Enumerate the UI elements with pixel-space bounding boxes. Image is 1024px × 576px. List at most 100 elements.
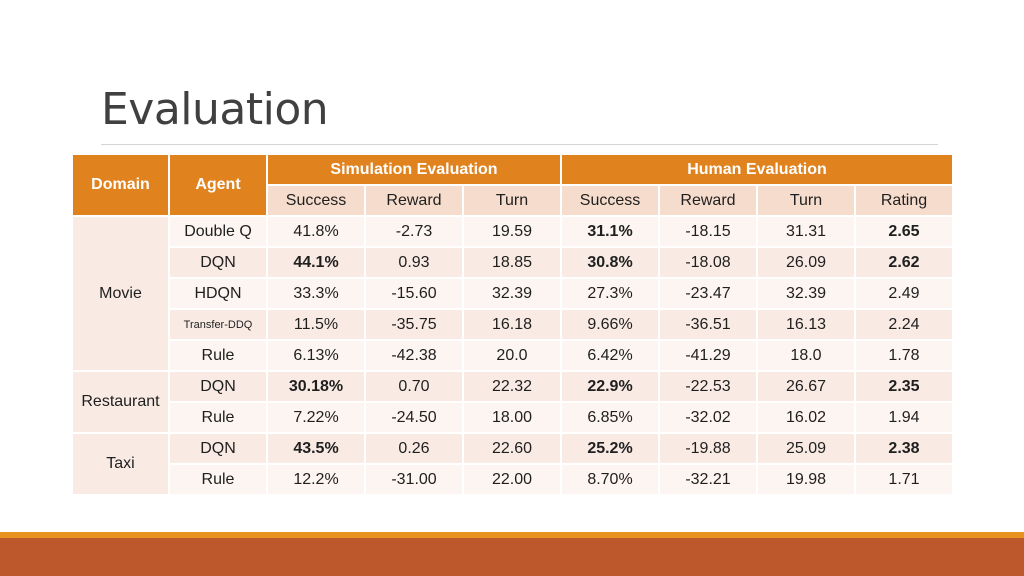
table-cell: 9.66% — [560, 308, 660, 341]
table-cell: 19.98 — [756, 463, 856, 496]
table-cell: -35.75 — [364, 308, 464, 341]
agent-cell: Rule — [168, 401, 268, 434]
header-human-evaluation: Human Evaluation — [560, 153, 954, 186]
table-cell: 2.38 — [854, 432, 954, 465]
domain-cell-restaurant: Restaurant — [71, 370, 170, 434]
table-cell: 33.3% — [266, 277, 366, 310]
table-cell: 8.70% — [560, 463, 660, 496]
table-cell: 32.39 — [462, 277, 562, 310]
table-cell: 18.0 — [756, 339, 856, 372]
table-row: Movie Double Q 41.8% -2.73 19.59 31.1% -… — [71, 215, 954, 372]
table-cell: 44.1% — [266, 246, 366, 279]
table-cell: 11.5% — [266, 308, 366, 341]
table-cell: 0.26 — [364, 432, 464, 465]
table-cell: 30.8% — [560, 246, 660, 279]
table-cell: 22.00 — [462, 463, 562, 496]
domain-cell-movie: Movie — [71, 215, 170, 372]
table-cell: -36.51 — [658, 308, 758, 341]
table-cell: 2.65 — [854, 215, 954, 248]
table-cell: -41.29 — [658, 339, 758, 372]
table-cell: 19.59 — [462, 215, 562, 248]
subheader-human-rating: Rating — [854, 184, 954, 217]
agent-cell: DQN — [168, 432, 268, 465]
table-cell: 32.39 — [756, 277, 856, 310]
table-cell: 7.22% — [266, 401, 366, 434]
table-cell: 6.42% — [560, 339, 660, 372]
evaluation-table: Domain Agent Simulation Evaluation Human… — [71, 153, 954, 496]
table-cell: -23.47 — [658, 277, 758, 310]
table-row: Rule 6.13% -42.38 20.0 6.42% -41.29 18.0… — [72, 339, 954, 372]
table-row: Transfer-DDQ 11.5% -35.75 16.18 9.66% -3… — [72, 308, 954, 341]
subheader-human-turn: Turn — [756, 184, 856, 217]
table-cell: 18.85 — [462, 246, 562, 279]
table-cell: 31.31 — [756, 215, 856, 248]
table-cell: 43.5% — [266, 432, 366, 465]
subheader-human-reward: Reward — [658, 184, 758, 217]
table-row: Restaurant DQN 30.18% 0.70 22.32 22.9% -… — [71, 370, 954, 434]
table-cell: 1.71 — [854, 463, 954, 496]
table-cell: 16.13 — [756, 308, 856, 341]
table-cell: 2.24 — [854, 308, 954, 341]
table-cell: -2.73 — [364, 215, 464, 248]
footer-band — [0, 538, 1024, 576]
table-cell: -32.02 — [658, 401, 758, 434]
table-cell: 25.2% — [560, 432, 660, 465]
subheader-sim-success: Success — [266, 184, 366, 217]
slide-title: Evaluation — [101, 84, 329, 135]
agent-cell: Transfer-DDQ — [168, 308, 268, 341]
table-cell: 26.67 — [756, 370, 856, 403]
table-row: Taxi DQN 43.5% 0.26 22.60 25.2% -19.88 2… — [71, 432, 954, 496]
table-cell: 18.00 — [462, 401, 562, 434]
header-simulation-evaluation: Simulation Evaluation — [266, 153, 562, 186]
header-domain: Domain — [71, 153, 170, 217]
table-cell: 41.8% — [266, 215, 366, 248]
subheader-human-success: Success — [560, 184, 660, 217]
table-cell: -22.53 — [658, 370, 758, 403]
table-cell: -42.38 — [364, 339, 464, 372]
table-cell: 2.49 — [854, 277, 954, 310]
table-cell: 12.2% — [266, 463, 366, 496]
table-cell: 16.18 — [462, 308, 562, 341]
table-cell: 27.3% — [560, 277, 660, 310]
agent-cell: Rule — [168, 463, 268, 496]
table-cell: -19.88 — [658, 432, 758, 465]
table-cell: -18.15 — [658, 215, 758, 248]
table-cell: -24.50 — [364, 401, 464, 434]
table-cell: 16.02 — [756, 401, 856, 434]
table-cell: -18.08 — [658, 246, 758, 279]
table-cell: 26.09 — [756, 246, 856, 279]
table-cell: 22.60 — [462, 432, 562, 465]
table-cell: 1.94 — [854, 401, 954, 434]
table-row: Rule 7.22% -24.50 18.00 6.85% -32.02 16.… — [72, 401, 954, 434]
table-cell: 20.0 — [462, 339, 562, 372]
table-cell: 6.85% — [560, 401, 660, 434]
table-row: HDQN 33.3% -15.60 32.39 27.3% -23.47 32.… — [72, 277, 954, 310]
table-cell: -32.21 — [658, 463, 758, 496]
subheader-sim-reward: Reward — [364, 184, 464, 217]
title-divider — [101, 144, 938, 145]
agent-cell: DQN — [168, 370, 268, 403]
table-cell: 6.13% — [266, 339, 366, 372]
domain-cell-taxi: Taxi — [71, 432, 170, 496]
agent-cell: HDQN — [168, 277, 268, 310]
table-row: DQN 44.1% 0.93 18.85 30.8% -18.08 26.09 … — [72, 246, 954, 279]
table-cell: 2.35 — [854, 370, 954, 403]
table-row: Rule 12.2% -31.00 22.00 8.70% -32.21 19.… — [72, 463, 954, 496]
subheader-sim-turn: Turn — [462, 184, 562, 217]
table-cell: 0.70 — [364, 370, 464, 403]
agent-cell: Rule — [168, 339, 268, 372]
table-cell: -31.00 — [364, 463, 464, 496]
table-cell: 22.9% — [560, 370, 660, 403]
header-agent: Agent — [168, 153, 268, 217]
table-cell: 2.62 — [854, 246, 954, 279]
table-cell: 30.18% — [266, 370, 366, 403]
table-cell: 1.78 — [854, 339, 954, 372]
table-cell: 0.93 — [364, 246, 464, 279]
table-cell: 31.1% — [560, 215, 660, 248]
footer-accent-stripe — [0, 532, 1024, 538]
table-cell: 25.09 — [756, 432, 856, 465]
table-cell: -15.60 — [364, 277, 464, 310]
agent-cell: Double Q — [168, 215, 268, 248]
table-cell: 22.32 — [462, 370, 562, 403]
agent-cell: DQN — [168, 246, 268, 279]
